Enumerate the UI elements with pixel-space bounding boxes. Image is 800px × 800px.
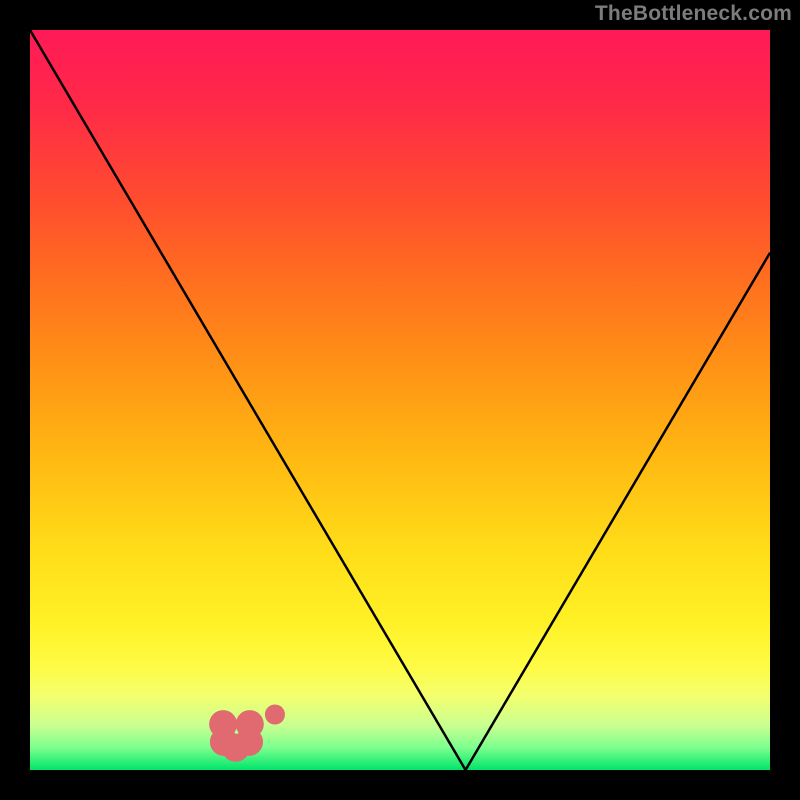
plot-area bbox=[30, 30, 770, 770]
watermark-label: TheBottleneck.com bbox=[595, 2, 792, 26]
chart-stage: TheBottleneck.com bbox=[0, 0, 800, 800]
marker-point bbox=[236, 710, 264, 738]
chart-curves bbox=[30, 30, 770, 770]
bottleneck-curve bbox=[30, 30, 770, 770]
marker-point bbox=[265, 705, 285, 725]
